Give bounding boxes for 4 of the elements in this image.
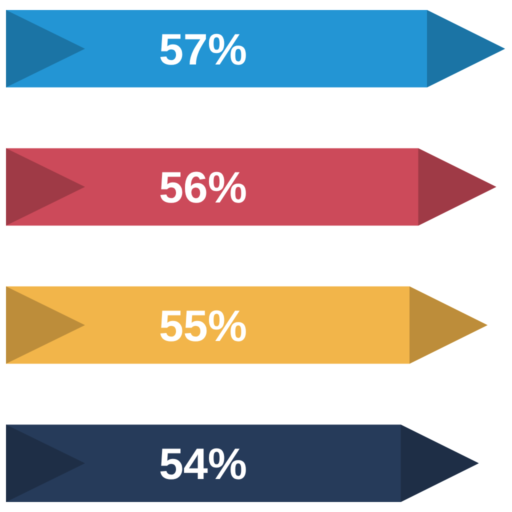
data-label: 57% xyxy=(158,26,248,75)
data-label: 55% xyxy=(158,302,248,351)
data-label: 56% xyxy=(158,164,248,213)
data-label: 54% xyxy=(158,440,248,490)
